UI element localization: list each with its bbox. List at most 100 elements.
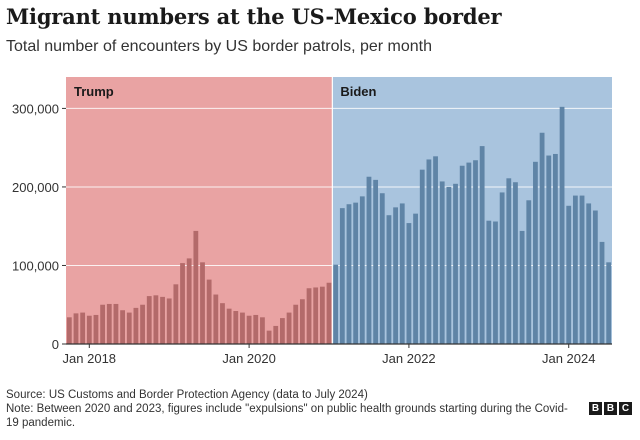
bar xyxy=(280,318,285,344)
bar xyxy=(373,179,379,344)
bar xyxy=(446,186,452,344)
bar xyxy=(539,132,545,344)
chart-footer: Source: US Customs and Border Protection… xyxy=(6,388,576,430)
bar xyxy=(393,207,398,344)
bar xyxy=(579,195,585,344)
bar xyxy=(233,311,239,344)
bar xyxy=(273,325,279,344)
bar xyxy=(220,303,225,344)
bar xyxy=(339,208,345,344)
bar xyxy=(419,169,425,344)
x-tick-label: Jan 2018 xyxy=(63,351,117,366)
period-bg-trump xyxy=(66,77,333,344)
bar xyxy=(459,165,465,344)
bar xyxy=(453,183,458,344)
bar xyxy=(319,286,325,344)
period-backgrounds xyxy=(66,77,612,344)
bar xyxy=(606,262,612,344)
bar xyxy=(366,176,372,344)
labels: Trump Biden 0 100,000 200,000 300,000 Jan 2018… xyxy=(12,84,595,366)
bar xyxy=(546,155,552,344)
bars xyxy=(66,106,612,344)
logo-letter-b2: B xyxy=(604,402,617,415)
bar xyxy=(193,230,199,344)
axes xyxy=(62,107,612,348)
bar xyxy=(406,223,412,344)
bar xyxy=(426,159,432,344)
bar xyxy=(240,312,245,344)
bar xyxy=(399,203,405,344)
y-tick-label: 300,000 xyxy=(12,101,59,116)
bar xyxy=(226,308,232,344)
bar xyxy=(293,304,299,344)
bar xyxy=(93,314,99,344)
bar xyxy=(160,296,165,344)
bar xyxy=(486,220,492,344)
bbc-logo: B B C xyxy=(589,402,632,415)
bar xyxy=(506,178,512,344)
period-bg-biden xyxy=(332,77,612,344)
bar xyxy=(120,310,125,344)
x-tick-label: Jan 2022 xyxy=(382,351,436,366)
bar xyxy=(346,204,352,344)
bar xyxy=(80,312,86,344)
bar xyxy=(200,262,205,344)
bar xyxy=(286,312,292,344)
bar xyxy=(253,314,259,344)
period-label-trump: Trump xyxy=(74,84,114,99)
bar xyxy=(86,315,92,344)
logo-letter-b1: B xyxy=(589,402,602,415)
bar xyxy=(313,287,319,344)
bar xyxy=(73,313,79,344)
y-tick-label: 0 xyxy=(52,337,59,352)
bar xyxy=(66,317,72,344)
bar xyxy=(499,192,505,344)
bar xyxy=(519,230,525,344)
bar xyxy=(140,304,145,344)
bar xyxy=(566,205,572,344)
y-tick-label: 100,000 xyxy=(12,258,59,273)
period-label-biden: Biden xyxy=(340,84,376,99)
bar xyxy=(173,284,179,344)
bar xyxy=(213,294,219,344)
bar xyxy=(466,162,472,344)
bar xyxy=(113,303,119,344)
bar xyxy=(260,317,265,344)
bar xyxy=(433,156,438,344)
bar xyxy=(586,203,592,344)
bar xyxy=(306,288,312,344)
bar xyxy=(153,295,159,344)
bar xyxy=(186,258,192,344)
bar xyxy=(513,182,518,344)
bar xyxy=(533,161,538,344)
bar xyxy=(180,263,185,344)
bar xyxy=(592,210,598,344)
bar xyxy=(299,299,305,344)
bar xyxy=(553,153,558,344)
bar xyxy=(599,241,605,344)
bar-chart: Trump Biden 0 100,000 200,000 300,000 Jan 2018… xyxy=(12,77,612,366)
bar xyxy=(413,213,418,344)
bar xyxy=(106,303,112,344)
bar xyxy=(439,181,445,344)
bar xyxy=(246,315,252,344)
bar xyxy=(473,160,478,344)
bar xyxy=(379,193,385,344)
bar xyxy=(559,106,565,344)
bar xyxy=(266,330,272,344)
bar xyxy=(359,196,365,344)
bar xyxy=(386,215,392,344)
chart-subtitle: Total number of encounters by US border … xyxy=(6,38,432,55)
bar xyxy=(572,195,578,344)
bar xyxy=(326,282,332,344)
bar xyxy=(479,146,485,344)
y-tick-label: 200,000 xyxy=(12,180,59,195)
logo-letter-c: C xyxy=(619,402,632,415)
bar xyxy=(493,221,498,344)
source-note: Source: US Customs and Border Protection… xyxy=(6,389,368,401)
chart-title: Migrant numbers at the US-Mexico border xyxy=(6,4,502,29)
x-tick-label: Jan 2020 xyxy=(222,351,276,366)
bar xyxy=(166,298,172,344)
x-tick-label: Jan 2024 xyxy=(542,351,596,366)
bar xyxy=(353,202,359,344)
